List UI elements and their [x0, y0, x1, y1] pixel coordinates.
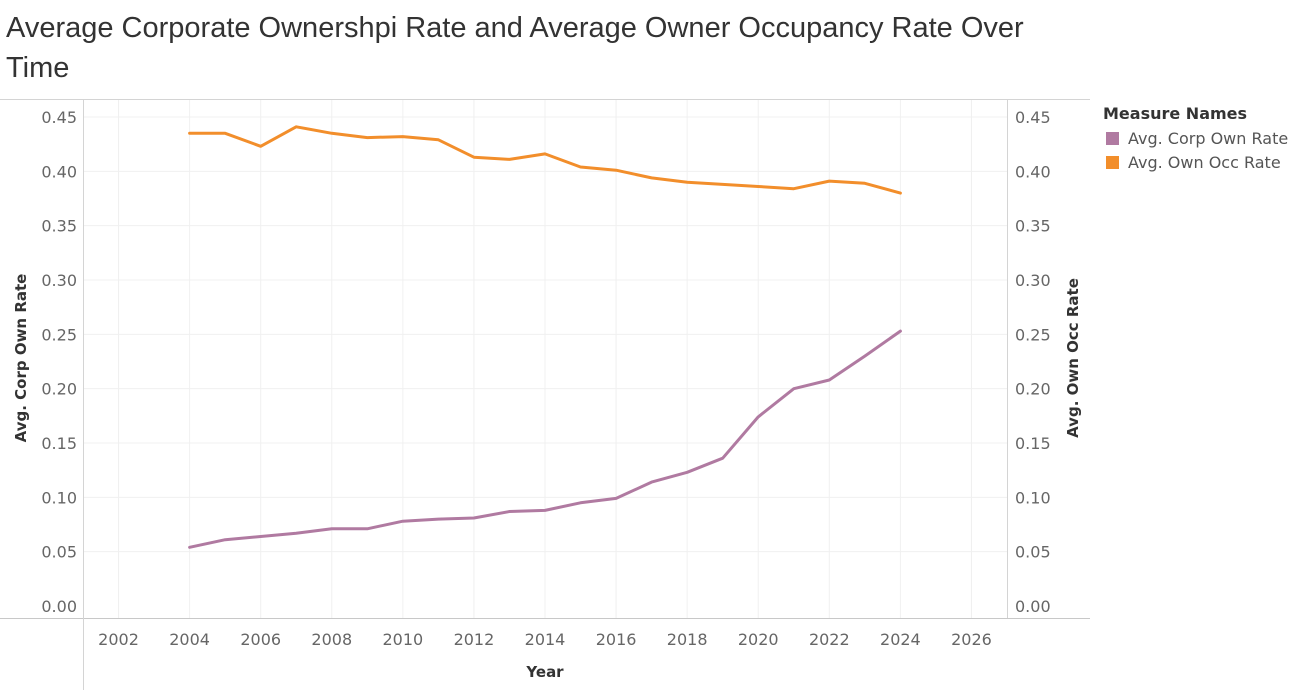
left-tick-label: 0.35 — [41, 217, 77, 236]
left-tick-label: 0.15 — [41, 434, 77, 453]
left-tick-label: 0.45 — [41, 108, 77, 127]
x-tick-label: 2004 — [169, 630, 210, 649]
x-tick-label: 2026 — [951, 630, 992, 649]
left-axis-title: Avg. Corp Own Rate — [12, 274, 30, 443]
right-tick-label: 0.25 — [1015, 325, 1051, 344]
right-tick-label: 0.40 — [1015, 162, 1051, 181]
x-tick-label: 2010 — [382, 630, 423, 649]
chart-title: Average Corporate Ownershpi Rate and Ave… — [6, 12, 1024, 84]
right-axis-title: Avg. Own Occ Rate — [1064, 278, 1082, 438]
legend: Measure Names Avg. Corp Own Rate Avg. Ow… — [1103, 104, 1301, 174]
left-tick-label: 0.20 — [41, 380, 77, 399]
right-tick-label: 0.20 — [1015, 380, 1051, 399]
x-tick-label: 2024 — [880, 630, 921, 649]
legend-item-corp-own-rate[interactable]: Avg. Corp Own Rate — [1103, 126, 1301, 150]
legend-title: Measure Names — [1103, 104, 1248, 123]
x-tick-label: 2016 — [596, 630, 637, 649]
x-axis-ticks: 2002 2004 2006 2008 2010 2012 2014 2016 2018 2020… — [98, 630, 992, 649]
x-tick-label: 2006 — [240, 630, 281, 649]
grid-lines — [83, 100, 1007, 618]
right-tick-label: 0.00 — [1015, 597, 1051, 616]
chart-frame — [0, 99, 1090, 690]
left-tick-label: 0.00 — [41, 597, 77, 616]
series-line-0[interactable] — [188, 329, 902, 549]
right-tick-label: 0.45 — [1015, 108, 1051, 127]
right-tick-label: 0.05 — [1015, 543, 1051, 562]
legend-item-own-occ-rate[interactable]: Avg. Own Occ Rate — [1103, 150, 1301, 174]
right-tick-label: 0.10 — [1015, 488, 1051, 507]
x-tick-label: 2018 — [667, 630, 708, 649]
left-tick-label: 0.30 — [41, 271, 77, 290]
x-tick-label: 2008 — [311, 630, 352, 649]
legend-swatch-own-occ-rate — [1106, 155, 1119, 169]
x-tick-label: 2012 — [454, 630, 495, 649]
right-axis-ticks: 0.00 0.05 0.10 0.15 0.20 0.25 0.30 0.35 0.40 0.45 — [1015, 108, 1051, 616]
left-tick-label: 0.25 — [41, 325, 77, 344]
x-axis-title: Year — [525, 663, 564, 681]
left-tick-label: 0.10 — [41, 488, 77, 507]
series-line-1[interactable] — [188, 125, 902, 195]
left-tick-label: 0.05 — [41, 543, 77, 562]
right-tick-label: 0.30 — [1015, 271, 1051, 290]
right-tick-label: 0.15 — [1015, 434, 1051, 453]
series-lines — [188, 125, 902, 549]
legend-swatch-corp-own-rate — [1106, 131, 1119, 145]
legend-label-own-occ-rate: Avg. Own Occ Rate — [1128, 152, 1281, 172]
x-tick-label: 2022 — [809, 630, 850, 649]
x-tick-label: 2020 — [738, 630, 779, 649]
left-tick-label: 0.40 — [41, 162, 77, 181]
x-tick-label: 2014 — [525, 630, 566, 649]
legend-label-corp-own-rate: Avg. Corp Own Rate — [1128, 128, 1289, 148]
right-tick-label: 0.35 — [1015, 217, 1051, 236]
x-tick-label: 2002 — [98, 630, 139, 649]
left-axis-ticks: 0.00 0.05 0.10 0.15 0.20 0.25 0.30 0.35 0.40 0.45 — [41, 108, 77, 616]
